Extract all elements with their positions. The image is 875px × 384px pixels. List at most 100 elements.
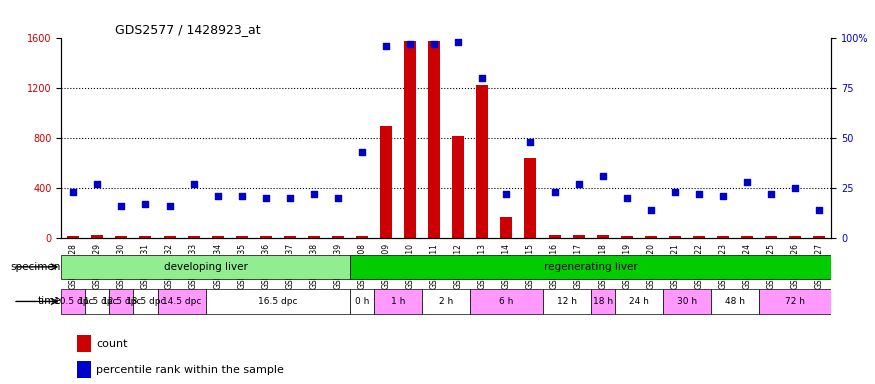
Bar <box>645 236 657 238</box>
Text: 14.5 dpc: 14.5 dpc <box>162 297 201 306</box>
FancyBboxPatch shape <box>374 290 423 313</box>
Bar <box>549 235 561 238</box>
FancyBboxPatch shape <box>350 290 374 313</box>
Point <box>403 41 417 48</box>
Bar <box>67 236 80 238</box>
Bar <box>717 236 729 238</box>
FancyBboxPatch shape <box>760 290 831 313</box>
Text: 24 h: 24 h <box>629 297 648 306</box>
Point <box>186 181 200 187</box>
Point <box>115 203 129 209</box>
Text: 12 h: 12 h <box>556 297 577 306</box>
Text: specimen: specimen <box>10 262 61 272</box>
Text: 48 h: 48 h <box>725 297 745 306</box>
Point <box>90 181 104 187</box>
Point <box>596 173 610 179</box>
Point <box>163 203 177 209</box>
Text: count: count <box>96 339 128 349</box>
Bar <box>356 235 368 238</box>
Bar <box>235 236 248 238</box>
FancyBboxPatch shape <box>614 290 663 313</box>
Text: 16.5 dpc: 16.5 dpc <box>258 297 298 306</box>
Text: percentile rank within the sample: percentile rank within the sample <box>96 364 284 375</box>
Bar <box>308 236 320 238</box>
FancyBboxPatch shape <box>86 290 109 313</box>
FancyBboxPatch shape <box>542 290 591 313</box>
Point <box>234 193 248 199</box>
Text: 11.5 dpc: 11.5 dpc <box>78 297 117 306</box>
FancyBboxPatch shape <box>591 290 614 313</box>
Point <box>427 41 441 48</box>
Point <box>283 195 297 201</box>
Text: 13.5 dpc: 13.5 dpc <box>126 297 165 306</box>
Point <box>475 75 489 81</box>
FancyBboxPatch shape <box>423 290 471 313</box>
Bar <box>332 235 344 238</box>
Point <box>788 185 802 191</box>
Bar <box>380 126 392 238</box>
Text: 0 h: 0 h <box>355 297 369 306</box>
Point <box>571 181 585 187</box>
Point <box>548 189 562 195</box>
Bar <box>116 236 128 238</box>
Bar <box>260 236 272 238</box>
FancyBboxPatch shape <box>134 290 158 313</box>
Text: 10.5 dpc: 10.5 dpc <box>53 297 93 306</box>
Bar <box>524 158 536 238</box>
Point <box>644 207 658 213</box>
Text: time: time <box>38 296 61 306</box>
Bar <box>572 235 584 238</box>
Text: regenerating liver: regenerating liver <box>543 262 638 272</box>
Point <box>716 193 730 199</box>
FancyBboxPatch shape <box>471 290 542 313</box>
Bar <box>91 235 103 238</box>
FancyBboxPatch shape <box>158 290 206 313</box>
Bar <box>77 335 90 353</box>
Text: 12.5 dpc: 12.5 dpc <box>102 297 141 306</box>
Bar <box>428 41 440 238</box>
Text: GDS2577 / 1428923_at: GDS2577 / 1428923_at <box>116 23 261 36</box>
Point <box>764 191 778 197</box>
Bar <box>789 235 802 238</box>
Text: developing liver: developing liver <box>164 262 248 272</box>
Point <box>668 189 682 195</box>
Text: 30 h: 30 h <box>677 297 697 306</box>
Point <box>692 191 706 197</box>
Bar <box>139 235 151 238</box>
FancyBboxPatch shape <box>711 290 760 313</box>
Bar <box>597 235 609 238</box>
Bar <box>404 41 416 238</box>
Point <box>66 189 80 195</box>
Bar <box>741 235 753 238</box>
Point <box>259 195 273 201</box>
FancyBboxPatch shape <box>61 290 86 313</box>
FancyBboxPatch shape <box>663 290 711 313</box>
Bar <box>476 84 488 238</box>
Point <box>355 149 369 155</box>
Point <box>379 43 393 50</box>
Point <box>331 195 345 201</box>
Text: 2 h: 2 h <box>439 297 453 306</box>
Point <box>211 193 225 199</box>
Point <box>138 201 152 207</box>
Bar <box>164 236 176 238</box>
Bar <box>765 236 777 238</box>
Point <box>452 39 466 45</box>
FancyBboxPatch shape <box>206 290 350 313</box>
Bar <box>452 136 465 238</box>
Point <box>500 191 514 197</box>
Point <box>523 139 537 145</box>
FancyBboxPatch shape <box>61 255 350 279</box>
FancyBboxPatch shape <box>109 290 134 313</box>
Bar <box>813 235 825 238</box>
Bar <box>500 217 513 238</box>
FancyBboxPatch shape <box>350 255 831 279</box>
Bar <box>212 236 224 238</box>
Point <box>620 195 634 201</box>
Text: 1 h: 1 h <box>391 297 405 306</box>
Text: 6 h: 6 h <box>500 297 514 306</box>
Bar <box>693 236 705 238</box>
Bar <box>620 235 633 238</box>
Point <box>307 191 321 197</box>
Point <box>740 179 754 185</box>
